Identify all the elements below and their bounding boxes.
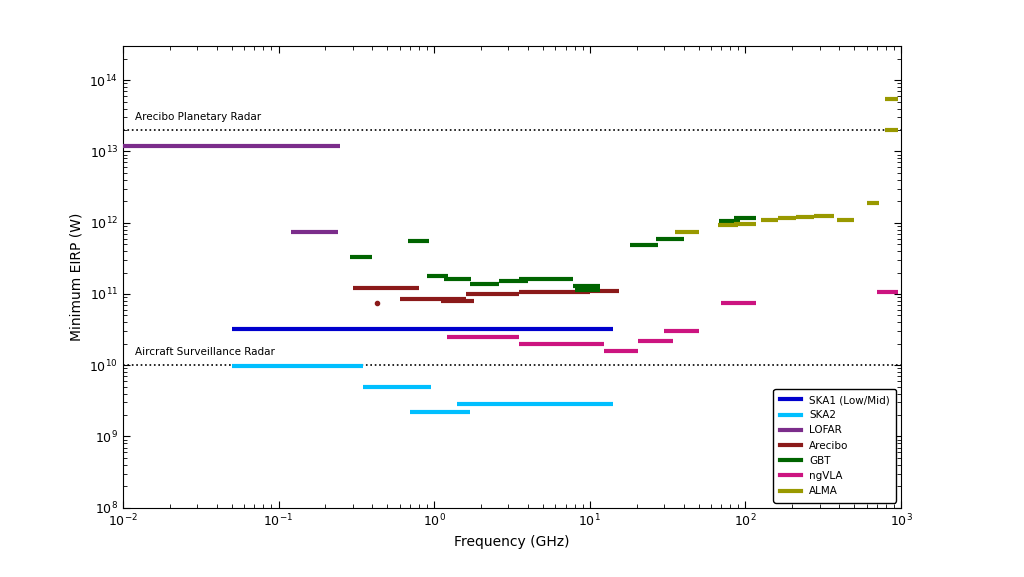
Y-axis label: Minimum EIRP (W): Minimum EIRP (W) — [70, 213, 84, 341]
X-axis label: Frequency (GHz): Frequency (GHz) — [455, 535, 569, 549]
Legend: SKA1 (Low/Mid), SKA2, LOFAR, Arecibo, GBT, ngVLA, ALMA: SKA1 (Low/Mid), SKA2, LOFAR, Arecibo, GB… — [773, 389, 896, 503]
Text: Arecibo Planetary Radar: Arecibo Planetary Radar — [135, 112, 261, 122]
Text: Aircraft Surveillance Radar: Aircraft Surveillance Radar — [135, 347, 275, 357]
